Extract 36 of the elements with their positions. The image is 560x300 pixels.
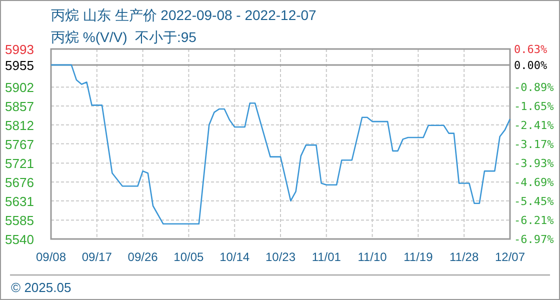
xtick: 12/07 bbox=[494, 250, 526, 264]
y2tick: -2.41% bbox=[514, 119, 554, 132]
y2tick: -3.93% bbox=[514, 157, 554, 170]
ytick: 5540 bbox=[5, 232, 34, 247]
xtick: 10/23 bbox=[265, 250, 296, 264]
y2tick: -3.17% bbox=[514, 138, 554, 151]
xtick: 09/17 bbox=[82, 250, 112, 264]
y2tick: -4.69% bbox=[514, 176, 554, 189]
y2tick: -1.65% bbox=[514, 100, 554, 113]
xtick: 10/14 bbox=[220, 250, 250, 264]
xtick: 11/10 bbox=[358, 250, 387, 264]
ytick: 5767 bbox=[5, 136, 34, 152]
xtick: 11/01 bbox=[312, 250, 341, 264]
xtick: 09/08 bbox=[36, 250, 66, 264]
annotation: © 2025.05 bbox=[11, 280, 72, 295]
ytick: 5676 bbox=[5, 174, 34, 190]
xtick: 10/05 bbox=[174, 250, 204, 264]
ytick: 5585 bbox=[5, 213, 34, 228]
title: 丙烷 山东 生产价 2022-09-08 - 2022-12-07 bbox=[51, 7, 316, 23]
ytick: 5993 bbox=[5, 42, 34, 57]
y2tick: 0.63% bbox=[514, 43, 548, 56]
y2tick: -5.45% bbox=[514, 195, 554, 208]
xtick: 11/19 bbox=[404, 250, 433, 264]
y2tick: -6.21% bbox=[514, 214, 554, 227]
xtick: 09/26 bbox=[128, 250, 158, 264]
y2tick: 0.00% bbox=[514, 58, 548, 72]
ytick: 5902 bbox=[5, 80, 34, 96]
y2tick: -0.89% bbox=[514, 81, 554, 94]
y2tick: -6.97% bbox=[514, 233, 554, 246]
ytick: 5631 bbox=[5, 194, 34, 209]
subtitle: 丙烷 %(V/V) 不小于:95 bbox=[51, 29, 196, 45]
ytick: 5812 bbox=[5, 118, 34, 133]
ytick: 5857 bbox=[5, 99, 34, 114]
xtick: 11/28 bbox=[450, 250, 479, 264]
ytick: 5721 bbox=[5, 156, 34, 172]
ytick: 5955 bbox=[5, 58, 34, 73]
